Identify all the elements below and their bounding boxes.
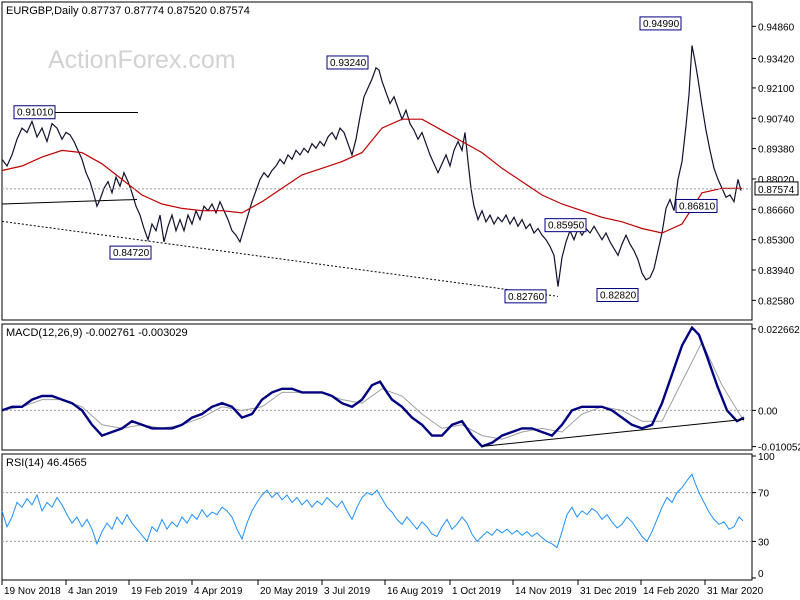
price-y-tick-label: 0.88020 — [758, 175, 795, 186]
x-tick-label: 16 Aug 2019 — [387, 586, 444, 597]
x-tick-label: 4 Apr 2019 — [194, 586, 243, 597]
price-y-tick-label: 0.94860 — [758, 22, 795, 33]
rsi-pane-frame — [1, 453, 753, 581]
rsi-pane-title: RSI(14) 46.4565 — [6, 457, 87, 469]
price-trendline — [1, 220, 559, 297]
price-annotation-label: 0.91010 — [17, 108, 54, 119]
macd-pane: MACD(12,26,9) -0.002761 -0.003029 0.0226… — [1, 323, 800, 454]
price-annotation-box — [596, 288, 639, 303]
price-y-tick-label: 0.93420 — [758, 54, 795, 65]
price-y-tick-label: 0.82580 — [758, 296, 795, 307]
x-tick-label: 19 Feb 2019 — [131, 586, 188, 597]
price-annotation-box — [675, 198, 718, 213]
x-tick-label: 20 May 2019 — [260, 586, 318, 597]
x-tick-label: 14 Feb 2020 — [643, 586, 700, 597]
x-tick-label: 19 Nov 2018 — [4, 586, 61, 597]
moving-average-line — [1, 118, 742, 234]
rsi-y-tick-label: 30 — [758, 537, 770, 548]
x-axis: 19 Nov 2018 4 Jan 2019 19 Feb 2019 4 Apr 20… — [1, 580, 764, 597]
price-y-tick-label: 0.86660 — [758, 205, 795, 216]
macd-pane-frame — [1, 323, 753, 451]
current-price-box — [754, 181, 799, 196]
x-tick-label: 14 Nov 2019 — [515, 586, 572, 597]
price-y-tick-label: 0.92100 — [758, 84, 795, 95]
x-tick-label: 4 Jan 2019 — [68, 586, 118, 597]
macd-y-tick-label: 0.00 — [758, 406, 778, 417]
price-annotation-label: 0.86810 — [679, 201, 716, 212]
price-annotation-box — [504, 289, 547, 304]
price-pane-frame — [1, 1, 753, 321]
macd-trendline-segment — [481, 418, 745, 447]
price-annotation-box — [326, 55, 369, 70]
price-annotation-box — [639, 16, 682, 31]
watermark: ActionForex.com — [48, 46, 236, 74]
price-annotation-box — [13, 105, 56, 120]
price-y-tick-label: 0.90740 — [758, 114, 795, 125]
price-y-tick-label: 0.83940 — [758, 266, 795, 277]
price-y-axis: 0.94860 0.93420 0.92100 0.90740 0.89380 0.880… — [752, 22, 795, 307]
price-y-tick-label: 0.85300 — [758, 236, 795, 247]
price-annotation-label: 0.93240 — [330, 58, 367, 69]
price-trendline — [1, 198, 138, 205]
rsi-y-tick-label: 100 — [758, 452, 775, 463]
macd-y-tick-label: 0.022662 — [758, 325, 800, 336]
macd-pane-title: MACD(12,26,9) -0.002761 -0.003029 — [6, 327, 188, 339]
rsi-y-axis: 100 70 30 0 — [2, 452, 775, 580]
price-annotation-label: 0.82820 — [600, 291, 637, 302]
rsi-y-tick-label: 0 — [758, 569, 764, 580]
price-annotation-box — [544, 218, 587, 233]
price-pane-title: EURGBP,Daily 0.87737 0.87774 0.87520 0.8… — [6, 5, 250, 17]
macd-y-tick-label: -0.010052 — [758, 443, 800, 454]
macd-trendline — [481, 418, 745, 447]
price-annotation-label: 0.84720 — [113, 248, 150, 259]
price-annotation-label: 0.85950 — [548, 221, 585, 232]
price-series-line — [1, 45, 742, 287]
macd-signal-line — [1, 340, 745, 440]
macd-y-axis: 0.022662 0.00 -0.010052 — [752, 325, 800, 454]
macd-line — [1, 325, 745, 448]
price-pane: EURGBP,Daily 0.87737 0.87774 0.87520 0.8… — [1, 1, 799, 321]
price-annotations: 0.91010 0.84720 0.93240 0.82760 0.85950 0.828… — [13, 16, 718, 304]
price-annotation-label: 0.94990 — [643, 19, 680, 30]
price-annotation-box — [109, 245, 152, 260]
x-tick-label: 1 Oct 2019 — [452, 586, 501, 597]
current-price-label: 0.87574 — [758, 185, 795, 196]
rsi-line — [1, 473, 744, 549]
x-tick-label: 31 Mar 2020 — [707, 586, 764, 597]
x-tick-label: 3 Jul 2019 — [324, 586, 371, 597]
price-y-tick-label: 0.89380 — [758, 145, 795, 156]
rsi-y-tick-label: 70 — [758, 489, 770, 500]
rsi-pane: RSI(14) 46.4565 100 70 30 0 — [1, 452, 775, 581]
price-annotation-label: 0.82760 — [508, 292, 545, 303]
x-tick-label: 31 Dec 2019 — [580, 586, 637, 597]
